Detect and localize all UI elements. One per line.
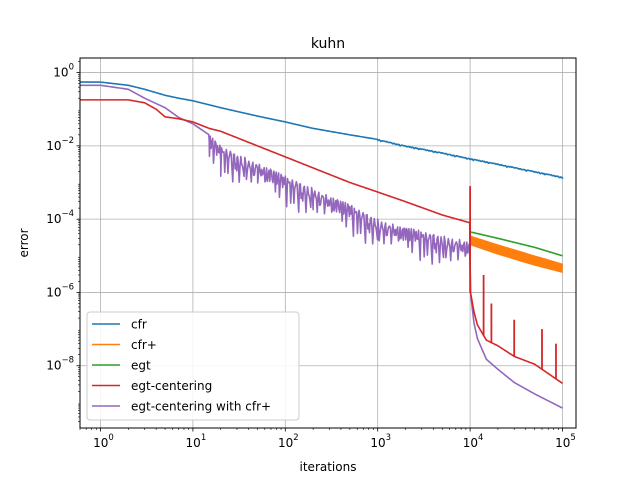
y-tick-label: 10−6 [46,282,74,299]
legend-label: egt [131,359,151,373]
plot-frame [79,57,577,429]
series-line-cfr+ [469,235,563,273]
x-tick-label: 105 [555,433,576,450]
y-tick-label: 10−4 [46,209,74,226]
y-tick-base: 10 [46,212,61,226]
series-line-egt-centering [80,99,563,385]
y-tick-base: 10 [46,285,61,299]
x-tick-base: 10 [93,436,108,450]
x-tick-label: 103 [370,433,391,450]
x-tick-exponent: 0 [108,433,113,443]
x-tick-base: 10 [463,436,478,450]
x-tick-label: 104 [463,433,484,450]
y-tick-exponent: −4 [61,209,74,219]
x-tick-exponent: 1 [201,433,206,443]
legend-label: cfr+ [131,338,157,352]
series-line-egt-centering-with-cfr+ [80,84,563,409]
y-tick-label: 10−2 [46,136,74,153]
y-tick-exponent: −2 [61,136,74,146]
y-tick-label: 100 [53,63,74,80]
chart-title: kuhn [311,36,345,52]
x-tick-exponent: 4 [478,433,483,443]
series-line-cfr [80,81,564,180]
x-tick-exponent: 5 [570,433,575,443]
x-axis-label: iterations [300,460,357,474]
legend: cfr cfr+ egt egt-centering egt-centering wit… [86,311,300,421]
y-tick-base: 10 [46,139,61,153]
x-tick-label: 101 [186,433,207,450]
y-tick-label: 10−8 [46,356,74,373]
x-tick-exponent: 3 [386,433,391,443]
legend-label: egt-centering [131,379,212,393]
x-tick-exponent: 2 [293,433,298,443]
x-tick-base: 10 [186,436,201,450]
legend-label: egt-centering with cfr+ [131,400,271,414]
y-tick-exponent: −6 [61,282,74,292]
y-tick-base: 10 [46,359,61,373]
x-tick-base: 10 [555,436,570,450]
series-group [80,81,564,409]
y-tick-exponent: −8 [61,356,74,366]
y-tick-exponent: 0 [69,63,74,73]
y-axis-label: error [17,228,31,257]
legend-box [86,311,300,421]
x-tick-label: 102 [278,433,299,450]
series-line-egt [469,231,564,257]
x-tick-label: 100 [93,433,114,450]
y-tick-base: 10 [53,66,68,80]
legend-label: cfr [131,318,147,332]
x-tick-base: 10 [370,436,385,450]
x-tick-base: 10 [278,436,293,450]
